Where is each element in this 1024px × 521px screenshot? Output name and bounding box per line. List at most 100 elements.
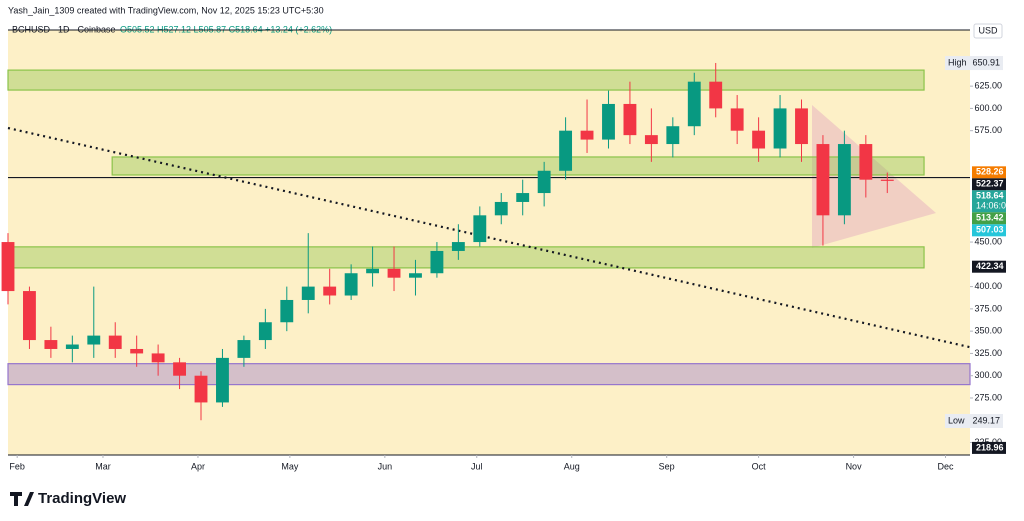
price-label: 507.03 bbox=[976, 225, 1004, 235]
price-label-box bbox=[972, 166, 1006, 179]
y-tick-label: 350.00 bbox=[974, 326, 1002, 336]
price-label: 422.34 bbox=[976, 261, 1004, 271]
candle-body bbox=[65, 344, 79, 349]
x-tick-label: Dec bbox=[937, 461, 954, 471]
x-tick-label: Jul bbox=[471, 461, 483, 471]
candle-body bbox=[301, 286, 315, 300]
logo-mark bbox=[10, 492, 34, 506]
candle-body bbox=[709, 81, 723, 109]
logo: TradingView bbox=[10, 490, 126, 507]
y-tick-label: 225.00 bbox=[974, 437, 1002, 447]
candle-body bbox=[494, 201, 508, 216]
brand: TradingView bbox=[38, 490, 126, 507]
candle-body bbox=[837, 144, 851, 216]
candle-body bbox=[730, 108, 744, 131]
price-label: 518.64 bbox=[976, 191, 1004, 201]
ohlc: O505.52 H527.12 L505.87 C518.64 +13.24 (… bbox=[120, 24, 332, 34]
y-tick-label: 625.00 bbox=[974, 81, 1002, 91]
candle-body bbox=[880, 179, 894, 181]
zone bbox=[7, 246, 925, 269]
y-tick-label: 375.00 bbox=[974, 303, 1002, 313]
extreme-value: 650.91 bbox=[972, 57, 1000, 67]
trendline bbox=[7, 126, 971, 349]
price-label: 513.42 bbox=[976, 213, 1004, 223]
x-tick-label: Apr bbox=[191, 461, 205, 471]
price-label-box bbox=[972, 190, 1006, 213]
candle-body bbox=[559, 130, 573, 171]
price-label-box bbox=[972, 224, 1006, 237]
candle-body bbox=[516, 193, 530, 202]
zone bbox=[7, 363, 971, 386]
candle-body bbox=[23, 291, 36, 341]
candle-body bbox=[280, 299, 294, 323]
candle-body bbox=[1, 242, 15, 292]
candle-body bbox=[752, 130, 766, 149]
price-label-box bbox=[972, 441, 1006, 454]
x-tick-label: Jun bbox=[378, 461, 393, 471]
candle-body bbox=[623, 103, 637, 136]
zone bbox=[111, 156, 925, 176]
y-tick-label: 325.00 bbox=[974, 348, 1002, 358]
x-tick-label: May bbox=[281, 461, 299, 471]
price-label-box bbox=[972, 260, 1006, 273]
x-tick-label: Sep bbox=[659, 461, 675, 471]
candle-body bbox=[323, 286, 337, 296]
candle-body bbox=[773, 108, 787, 149]
price-label-box bbox=[972, 212, 1006, 225]
candle-body bbox=[602, 103, 615, 140]
candle-body bbox=[130, 348, 144, 354]
x-tick-label: Aug bbox=[564, 461, 580, 471]
candle-body bbox=[795, 108, 808, 145]
candle-body bbox=[430, 250, 444, 274]
currency-box bbox=[973, 23, 1003, 39]
candle-body bbox=[87, 335, 101, 345]
credit: Yash_Jain_1309 created with TradingView.… bbox=[8, 5, 324, 15]
extreme-value: 249.17 bbox=[972, 415, 1000, 425]
x-tick-label: Feb bbox=[9, 461, 25, 471]
zone bbox=[7, 69, 925, 91]
candle-body bbox=[44, 340, 58, 349]
price-label-box bbox=[972, 178, 1006, 191]
y-tick-label: 400.00 bbox=[974, 281, 1002, 291]
candle-body bbox=[816, 144, 830, 216]
y-tick-label: 600.00 bbox=[974, 103, 1002, 113]
candle-body bbox=[644, 135, 658, 145]
candle-body bbox=[473, 215, 487, 243]
price-label: 218.96 bbox=[976, 442, 1004, 452]
candle-body bbox=[151, 353, 165, 363]
candle-body bbox=[687, 81, 701, 127]
candle-body bbox=[859, 144, 873, 180]
extreme-label: High bbox=[948, 57, 967, 67]
countdown: 14:06:01 bbox=[976, 201, 1011, 211]
extreme-label: Low bbox=[948, 415, 965, 425]
price-label: 528.26 bbox=[976, 167, 1004, 177]
x-tick-label: Oct bbox=[752, 461, 767, 471]
symbol: BCHUSD · 1D · Coinbase bbox=[12, 24, 116, 34]
candle-body bbox=[366, 268, 380, 274]
candle-body bbox=[108, 335, 122, 349]
candle-body bbox=[580, 130, 594, 140]
candle-body bbox=[666, 126, 680, 145]
candle-body bbox=[344, 273, 358, 296]
candle-body bbox=[451, 242, 465, 251]
candle-body bbox=[409, 273, 422, 278]
y-tick-label: 575.00 bbox=[974, 125, 1002, 135]
x-tick-label: Nov bbox=[846, 461, 863, 471]
x-tick-label: Mar bbox=[95, 461, 111, 471]
candle-body bbox=[237, 340, 251, 358]
extreme-box bbox=[945, 413, 1003, 428]
y-tick-label: 275.00 bbox=[974, 392, 1002, 402]
candle-body bbox=[194, 375, 208, 403]
candle-body bbox=[387, 268, 401, 278]
candle-body bbox=[258, 322, 272, 341]
currency: USD bbox=[978, 25, 998, 35]
candle-body bbox=[173, 362, 187, 376]
y-tick-label: 450.00 bbox=[974, 236, 1002, 246]
price-label: 522.37 bbox=[976, 179, 1004, 189]
candle-body bbox=[216, 357, 229, 403]
y-tick-label: 300.00 bbox=[974, 370, 1002, 380]
candle-body bbox=[537, 170, 551, 194]
extreme-box bbox=[945, 56, 1003, 71]
